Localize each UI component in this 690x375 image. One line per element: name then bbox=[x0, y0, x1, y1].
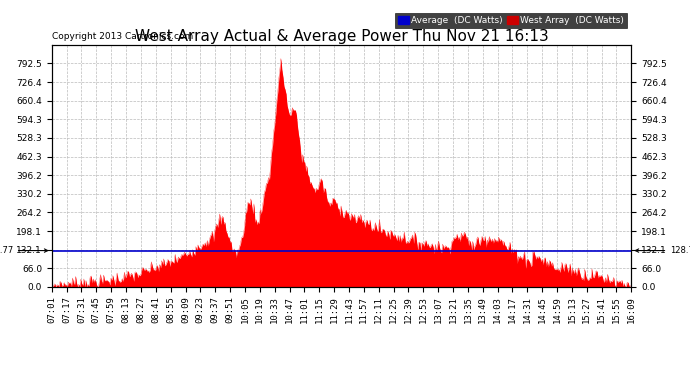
Text: Copyright 2013 Cartronics.com: Copyright 2013 Cartronics.com bbox=[52, 32, 193, 41]
Legend: Average  (DC Watts), West Array  (DC Watts): Average (DC Watts), West Array (DC Watts… bbox=[395, 13, 627, 28]
Text: 128.77: 128.77 bbox=[635, 246, 690, 255]
Text: 128.77: 128.77 bbox=[0, 246, 48, 255]
Title: West Array Actual & Average Power Thu Nov 21 16:13: West Array Actual & Average Power Thu No… bbox=[135, 29, 549, 44]
